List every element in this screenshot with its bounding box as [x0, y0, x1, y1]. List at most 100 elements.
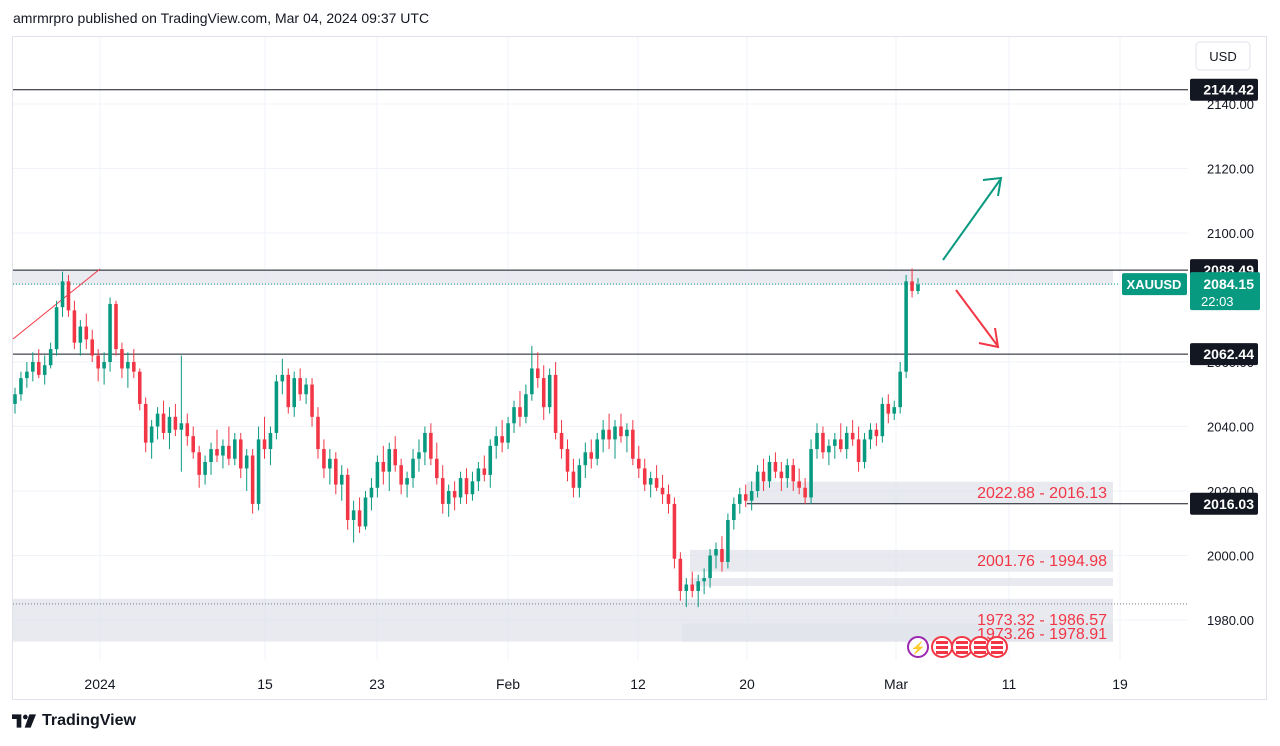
candle-body[interactable] [571, 471, 576, 488]
candle-body[interactable] [78, 326, 83, 343]
candle-body[interactable] [322, 449, 326, 469]
candle-body[interactable] [547, 374, 552, 408]
candle-body[interactable] [541, 378, 546, 408]
candle-body[interactable] [589, 452, 594, 459]
candle-body[interactable] [375, 461, 380, 488]
candle-body[interactable] [126, 362, 130, 369]
candle-body[interactable] [423, 432, 427, 453]
candle-body[interactable] [696, 581, 700, 591]
candle-body[interactable] [458, 478, 463, 498]
candle-body[interactable] [690, 584, 695, 591]
candle-body[interactable] [583, 452, 588, 466]
candle-body[interactable] [120, 349, 124, 369]
candle-body[interactable] [827, 445, 831, 453]
candle-body[interactable] [393, 449, 397, 466]
candle-body[interactable] [904, 281, 908, 372]
candle-body[interactable] [304, 384, 308, 395]
candle-body[interactable] [114, 303, 118, 350]
candle-body[interactable] [619, 426, 623, 437]
candle-body[interactable] [25, 371, 29, 379]
candle-body[interactable] [642, 468, 647, 485]
candle-body[interactable] [910, 281, 914, 292]
currency-button[interactable] [1195, 41, 1251, 71]
candle-body[interactable] [262, 439, 267, 450]
candle-body[interactable] [280, 374, 285, 382]
candle-body[interactable] [720, 549, 724, 562]
candle-body[interactable] [524, 394, 528, 417]
candle-body[interactable] [209, 449, 213, 462]
candle-body[interactable] [227, 445, 231, 459]
candle-body[interactable] [233, 439, 237, 459]
candle-body[interactable] [886, 403, 891, 414]
candle-body[interactable] [833, 439, 837, 446]
tradingview-brand[interactable]: TradingView [12, 712, 136, 730]
candle-body[interactable] [755, 471, 760, 491]
candle-body[interactable] [809, 449, 813, 498]
candle-body[interactable] [185, 423, 190, 437]
candle-body[interactable] [916, 284, 920, 292]
candle-body[interactable] [714, 549, 718, 556]
candle-body[interactable] [417, 452, 421, 459]
candle-body[interactable] [743, 494, 748, 501]
candle-body[interactable] [708, 555, 712, 579]
candle-body[interactable] [221, 445, 225, 456]
candle-body[interactable] [203, 461, 207, 475]
candle-body[interactable] [310, 384, 314, 417]
candle-body[interactable] [850, 432, 855, 440]
candle-body[interactable] [191, 436, 196, 453]
candle-body[interactable] [238, 439, 243, 469]
candle-body[interactable] [197, 452, 201, 475]
candle-body[interactable] [357, 510, 362, 527]
candle-body[interactable] [862, 439, 867, 462]
candle-body[interactable] [494, 436, 498, 446]
symbol-tag[interactable] [1122, 273, 1187, 296]
candle-body[interactable] [844, 432, 849, 450]
candle-body[interactable] [898, 371, 902, 408]
candle-body[interactable] [387, 449, 392, 472]
candle-body[interactable] [405, 478, 409, 485]
candle-body[interactable] [298, 378, 302, 395]
candle-body[interactable] [797, 481, 801, 488]
candle-body[interactable] [868, 429, 873, 440]
candle-body[interactable] [856, 439, 861, 462]
candle-body[interactable] [274, 381, 279, 433]
candle-body[interactable] [892, 407, 897, 414]
candle-body[interactable] [54, 307, 59, 350]
candle-body[interactable] [506, 423, 510, 443]
candle-body[interactable] [328, 458, 332, 469]
candle-body[interactable] [363, 497, 368, 527]
candle-body[interactable] [553, 374, 558, 433]
candle-body[interactable] [874, 429, 879, 437]
candle-body[interactable] [737, 494, 742, 504]
candle-body[interactable] [654, 478, 659, 488]
candle-body[interactable] [90, 339, 95, 356]
candle-body[interactable] [256, 439, 261, 504]
candle-body[interactable] [791, 465, 796, 482]
candle-body[interactable] [84, 326, 89, 340]
candle-body[interactable] [559, 432, 564, 450]
candle-body[interactable] [470, 481, 475, 495]
candle-body[interactable] [761, 471, 766, 482]
candle-body[interactable] [631, 429, 635, 459]
candle-body[interactable] [42, 365, 47, 375]
candle-body[interactable] [143, 403, 148, 443]
candle-body[interactable] [637, 458, 641, 469]
candle-body[interactable] [66, 281, 71, 311]
candle-body[interactable] [536, 368, 540, 379]
candle-body[interactable] [108, 303, 112, 362]
candle-body[interactable] [785, 465, 790, 479]
candle-body[interactable] [244, 455, 249, 469]
candle-body[interactable] [702, 578, 706, 582]
lightning-event-icon[interactable] [907, 636, 929, 658]
candle-body[interactable] [72, 310, 77, 343]
candle-body[interactable] [518, 407, 522, 417]
candle-body[interactable] [149, 426, 154, 443]
resistance-zone[interactable] [13, 270, 1113, 285]
candle-body[interactable] [601, 429, 605, 440]
candle-body[interactable] [339, 474, 344, 485]
candle-body[interactable] [161, 413, 166, 433]
candle-body[interactable] [102, 362, 106, 369]
demand-zone-sub[interactable] [690, 578, 1113, 586]
candle-body[interactable] [381, 461, 386, 472]
